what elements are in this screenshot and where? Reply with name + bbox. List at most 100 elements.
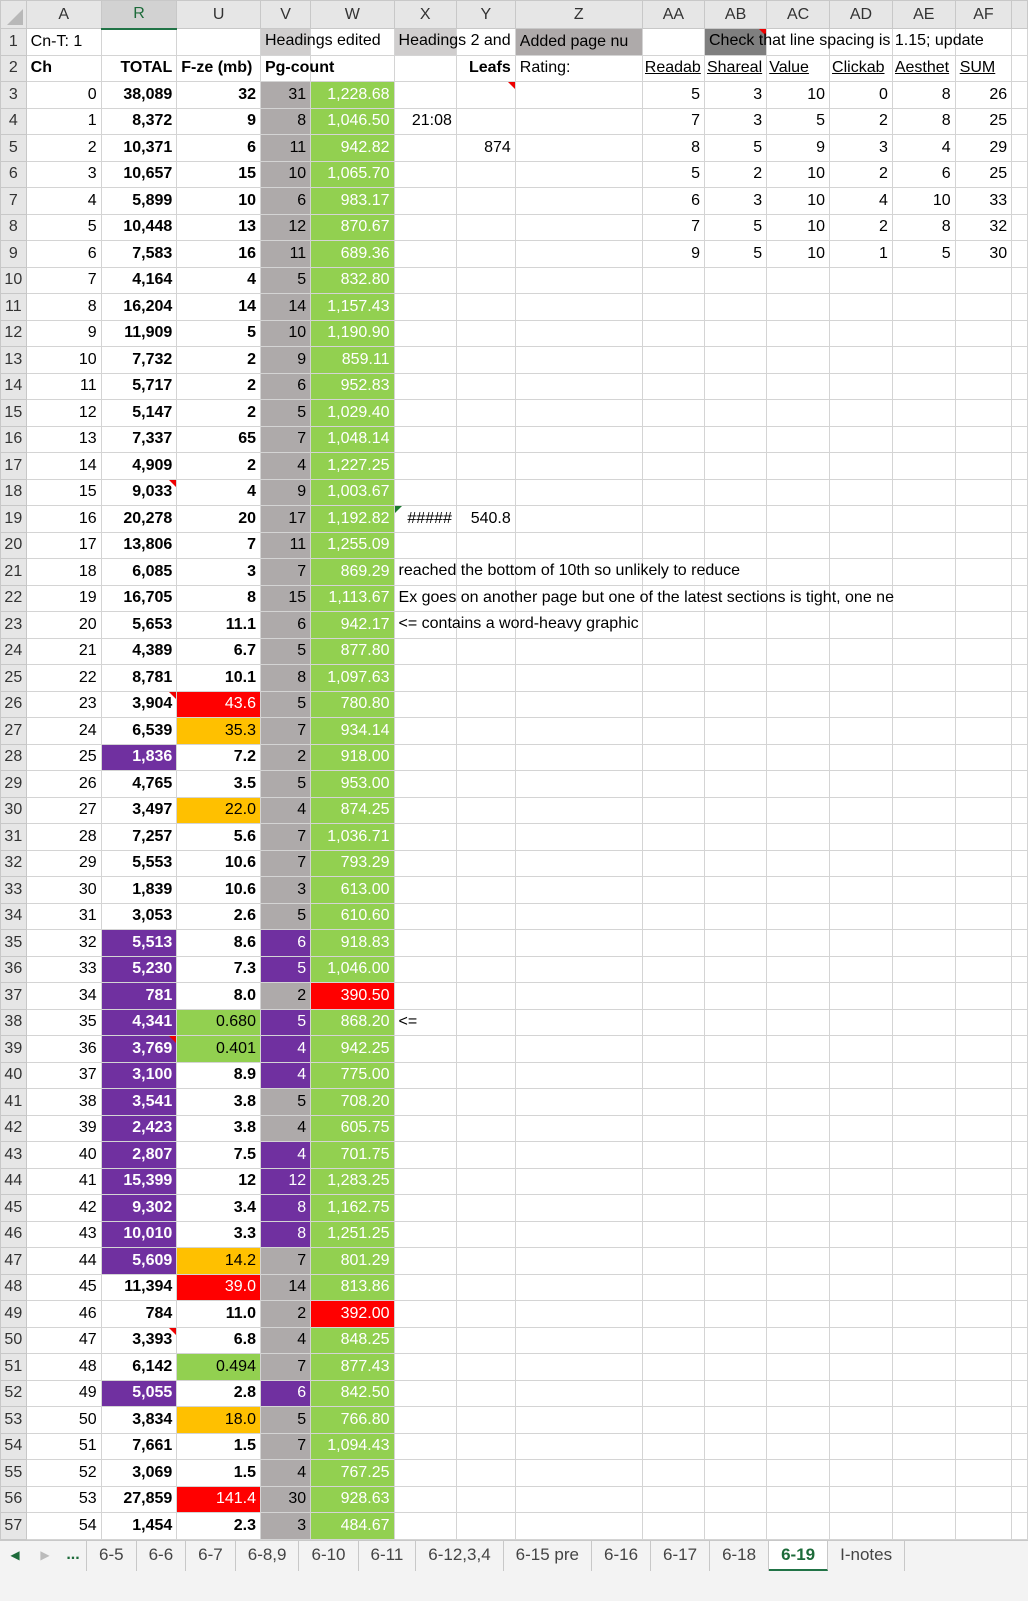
cell-AC50[interactable]	[766, 1326, 831, 1354]
cell-X9[interactable]	[393, 240, 457, 268]
sheet-tab-6-19[interactable]: 6-19	[769, 1541, 829, 1571]
column-header-W[interactable]: W	[310, 0, 395, 29]
cell-AA5[interactable]: 8	[641, 134, 705, 162]
cell-V14[interactable]: 6	[259, 372, 312, 400]
row-header-41[interactable]: 41	[0, 1088, 27, 1116]
cell-AD13[interactable]	[829, 346, 893, 374]
cell-X18[interactable]	[393, 478, 457, 506]
cell-AE57[interactable]	[891, 1512, 956, 1540]
cell-X31[interactable]	[393, 823, 457, 851]
cell-R29[interactable]: 4,765	[100, 770, 178, 798]
cell-AC39[interactable]	[766, 1035, 831, 1063]
row-header-40[interactable]: 40	[0, 1061, 27, 1089]
cell-AD56[interactable]	[829, 1485, 893, 1513]
cell-AE9[interactable]: 5	[891, 240, 956, 268]
cell-R37[interactable]: 781	[100, 982, 178, 1010]
cell-AE47[interactable]	[891, 1247, 956, 1275]
row-header-26[interactable]: 26	[0, 690, 27, 718]
cell-V52[interactable]: 6	[259, 1379, 312, 1407]
cell-R53[interactable]: 3,834	[100, 1406, 178, 1434]
cell-V18[interactable]: 9	[259, 478, 312, 506]
row-header-37[interactable]: 37	[0, 982, 27, 1010]
cell-AD37[interactable]	[829, 982, 893, 1010]
cell-AA35[interactable]	[641, 929, 705, 957]
cell-X13[interactable]	[393, 346, 457, 374]
cell-U26[interactable]: 43.6	[176, 690, 261, 718]
cell-U1[interactable]	[176, 28, 261, 56]
cell-X55[interactable]	[393, 1459, 457, 1487]
cell-AA22[interactable]	[641, 584, 705, 612]
cell-AF23[interactable]	[954, 611, 1013, 639]
cell-AC36[interactable]	[766, 955, 831, 983]
cell-extra43[interactable]	[1011, 1141, 1028, 1169]
cell-AB21[interactable]	[703, 558, 768, 586]
cell-R25[interactable]: 8,781	[100, 664, 178, 692]
cell-W17[interactable]: 1,227.25	[310, 452, 395, 480]
cell-AF15[interactable]	[954, 399, 1013, 427]
cell-X36[interactable]	[393, 955, 457, 983]
cell-AD28[interactable]	[829, 743, 893, 771]
cell-AE2[interactable]: Aesthet	[891, 54, 956, 82]
cell-AB33[interactable]	[703, 876, 768, 904]
cell-extra26[interactable]	[1011, 690, 1028, 718]
cell-extra29[interactable]	[1011, 770, 1028, 798]
cell-AD24[interactable]	[829, 637, 893, 665]
cell-AB7[interactable]: 3	[703, 187, 768, 215]
cell-AE11[interactable]	[891, 293, 956, 321]
cell-X21[interactable]: reached the bottom of 10th so unlikely t…	[393, 558, 740, 586]
cell-AD43[interactable]	[829, 1141, 893, 1169]
cell-AF4[interactable]: 25	[954, 107, 1013, 135]
cell-X4[interactable]: 21:08	[393, 107, 457, 135]
cell-R19[interactable]: 20,278	[100, 505, 178, 533]
row-header-5[interactable]: 5	[0, 134, 27, 162]
cell-R24[interactable]: 4,389	[100, 637, 178, 665]
cell-X26[interactable]	[393, 690, 457, 718]
cell-Z25[interactable]	[514, 664, 643, 692]
row-header-44[interactable]: 44	[0, 1167, 27, 1195]
row-header-15[interactable]: 15	[0, 399, 27, 427]
cell-AF41[interactable]	[954, 1088, 1013, 1116]
row-header-19[interactable]: 19	[0, 505, 27, 533]
cell-R41[interactable]: 3,541	[100, 1088, 178, 1116]
cell-AD3[interactable]: 0	[829, 81, 893, 109]
cell-AB28[interactable]	[703, 743, 768, 771]
cell-AF43[interactable]	[954, 1141, 1013, 1169]
sheet-tab-6-17[interactable]: 6-17	[651, 1541, 711, 1571]
cell-W57[interactable]: 484.67	[310, 1512, 395, 1540]
cell-AE28[interactable]	[891, 743, 956, 771]
cell-AA42[interactable]	[641, 1114, 705, 1142]
cell-V50[interactable]: 4	[259, 1326, 312, 1354]
row-header-28[interactable]: 28	[0, 743, 27, 771]
cell-AF40[interactable]	[954, 1061, 1013, 1089]
cell-Z47[interactable]	[514, 1247, 643, 1275]
cell-R34[interactable]: 3,053	[100, 902, 178, 930]
cell-extra7[interactable]	[1011, 187, 1028, 215]
cell-AD51[interactable]	[829, 1353, 893, 1381]
cell-AD57[interactable]	[829, 1512, 893, 1540]
cell-A27[interactable]: 24	[25, 717, 102, 745]
cell-AA10[interactable]	[641, 266, 705, 294]
cell-Y7[interactable]	[455, 187, 516, 215]
cell-V34[interactable]: 5	[259, 902, 312, 930]
cell-AF36[interactable]	[954, 955, 1013, 983]
cell-AB22[interactable]	[703, 584, 768, 612]
cell-W43[interactable]: 701.75	[310, 1141, 395, 1169]
cell-AD14[interactable]	[829, 372, 893, 400]
cell-AF45[interactable]	[954, 1194, 1013, 1222]
cell-R7[interactable]: 5,899	[100, 187, 178, 215]
cell-AB24[interactable]	[703, 637, 768, 665]
cell-R4[interactable]: 8,372	[100, 107, 178, 135]
cell-Z9[interactable]	[514, 240, 643, 268]
row-header-14[interactable]: 14	[0, 372, 27, 400]
cell-U43[interactable]: 7.5	[176, 1141, 261, 1169]
cell-AF17[interactable]	[954, 452, 1013, 480]
cell-extra13[interactable]	[1011, 346, 1028, 374]
row-header-16[interactable]: 16	[0, 425, 27, 453]
cell-Z15[interactable]	[514, 399, 643, 427]
cell-U19[interactable]: 20	[176, 505, 261, 533]
cell-AD47[interactable]	[829, 1247, 893, 1275]
cell-X42[interactable]	[393, 1114, 457, 1142]
cell-Y5[interactable]: 874	[455, 134, 516, 162]
cell-X16[interactable]	[393, 425, 457, 453]
cell-Z36[interactable]	[514, 955, 643, 983]
